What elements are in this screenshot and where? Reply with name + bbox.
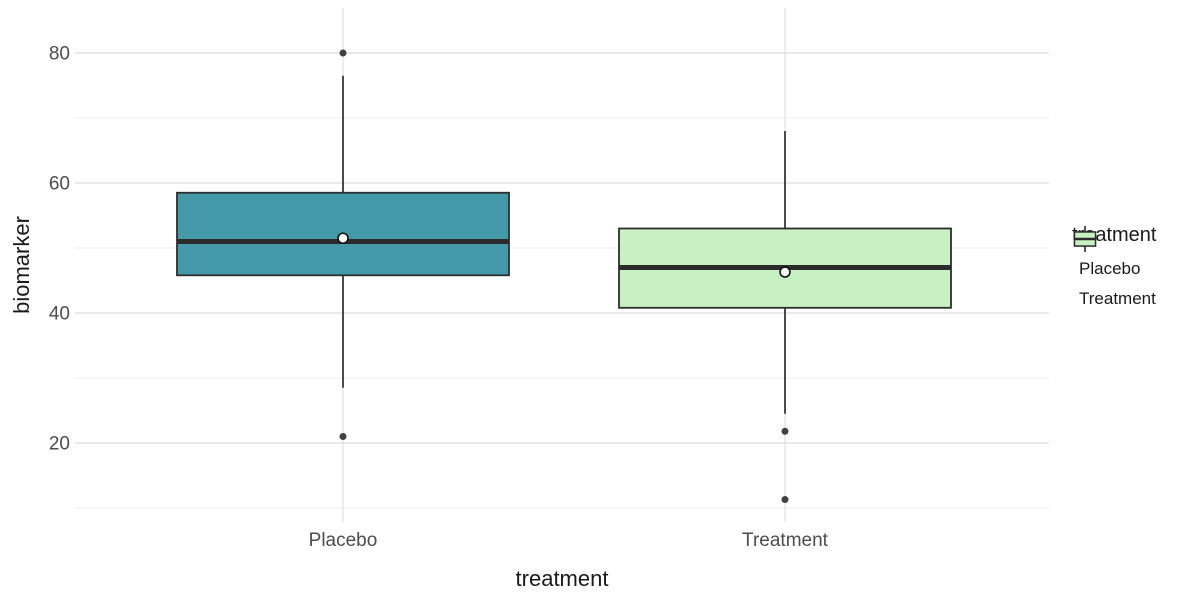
- mean-point: [337, 232, 349, 245]
- y-tick-label: 20: [49, 434, 70, 455]
- legend: treatment Placebo Treatment: [1072, 224, 1156, 314]
- mean-point: [779, 266, 791, 278]
- y-tick-label: 60: [49, 174, 70, 195]
- x-axis-title: treatment: [515, 566, 609, 591]
- boxplot-treatment: [618, 131, 952, 504]
- outlier-point: [339, 433, 347, 440]
- legend-entry: Placebo: [1073, 226, 1156, 284]
- x-category-label: Placebo: [309, 530, 378, 551]
- legend-entry-label: Treatment: [1079, 289, 1156, 308]
- y-tick-label: 80: [49, 44, 70, 65]
- legend-entry-label: Placebo: [1079, 259, 1141, 278]
- legend-boxplot-icon: [1073, 226, 1097, 252]
- x-category-label: Treatment: [742, 530, 829, 551]
- outlier-point: [781, 496, 789, 504]
- boxplot-placebo: [176, 49, 510, 440]
- legend-entries: Placebo Treatment: [1073, 226, 1156, 314]
- outlier-point: [781, 427, 789, 435]
- y-tick-label: 40: [49, 304, 70, 325]
- legend-entry: Treatment: [1073, 226, 1156, 314]
- y-axis-title: biomarker: [9, 216, 34, 314]
- outlier-point: [339, 49, 347, 57]
